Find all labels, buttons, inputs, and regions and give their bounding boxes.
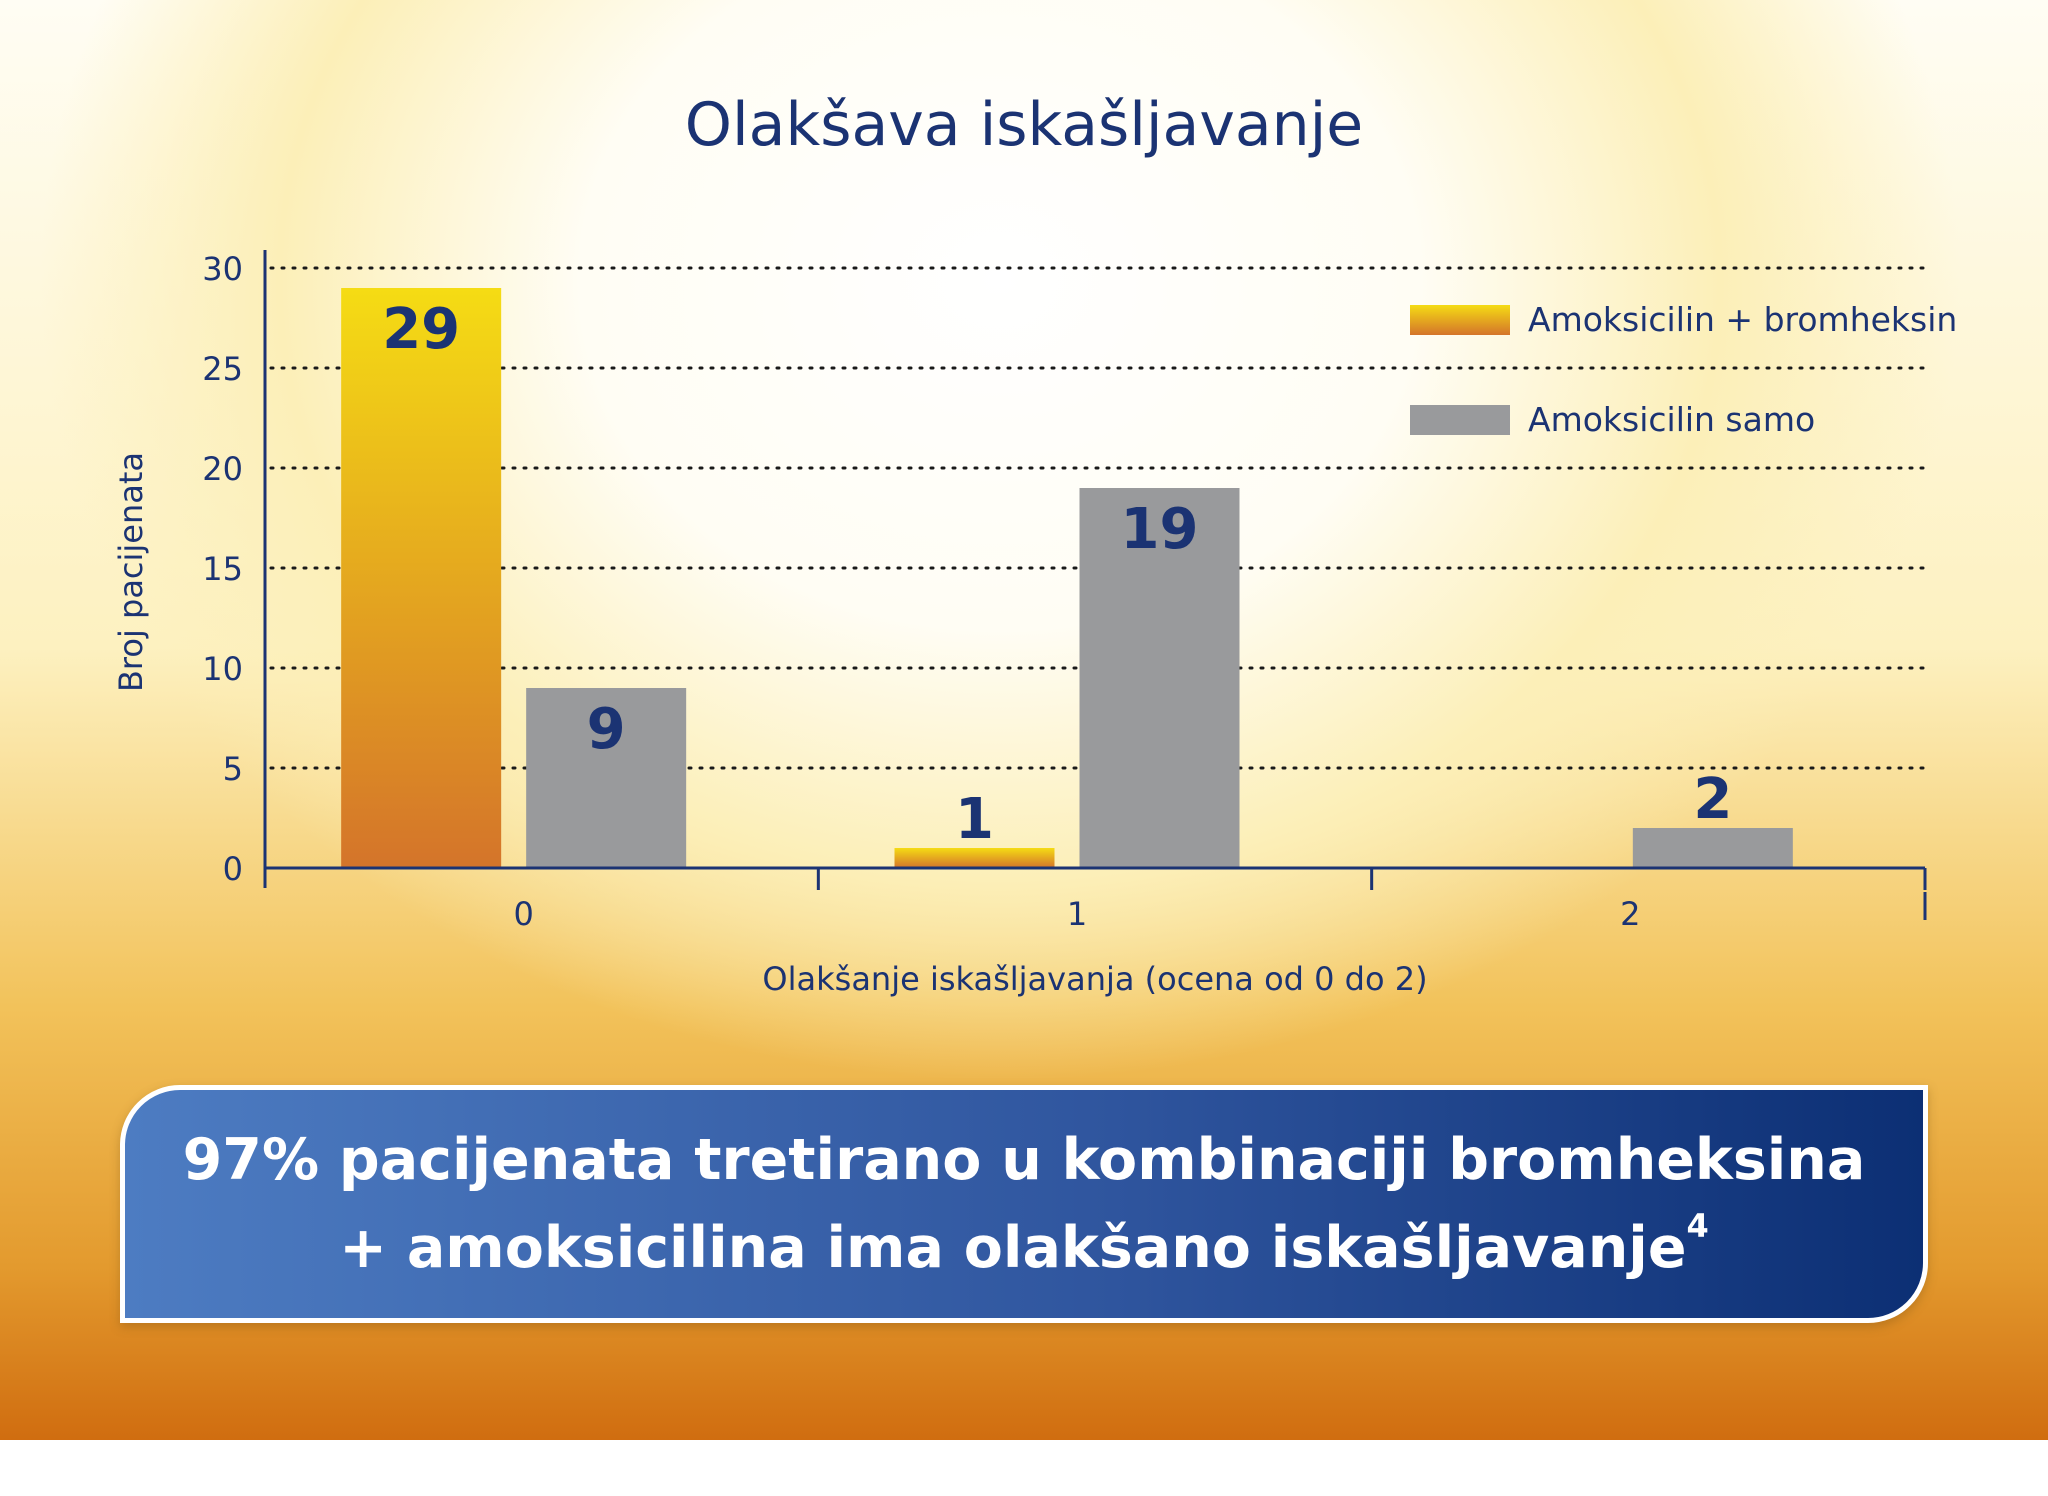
y-axis-label: Broj pacijenata: [112, 452, 150, 692]
y-tick-label-0: 0: [223, 850, 243, 888]
x-tick-label-0: 0: [513, 895, 533, 933]
legend: Amoksicilin + bromheksin Amoksicilin sam…: [1410, 300, 1957, 439]
data-labels: 29 9 1 19 2: [382, 297, 1732, 852]
bar-amoksicilin-bromheksin-0: [341, 288, 502, 868]
data-label-amoksicilin-samo-2: 2: [1693, 767, 1732, 832]
y-tick-label-30: 30: [202, 250, 243, 288]
bars: [341, 288, 1793, 868]
x-axis-label: Olakšanje iskašljavanja (ocena od 0 do 2…: [762, 960, 1427, 998]
summary-banner: 97% pacijenata tretirano u kombinaciji b…: [120, 1085, 1928, 1323]
data-label-amoksicilin-samo-0: 9: [587, 697, 626, 762]
legend-swatch-amoksicilin-samo: [1410, 405, 1510, 435]
data-label-amoksicilin-bromheksin-1: 1: [955, 787, 994, 852]
chart-title: Olakšava iskašljavanje: [685, 90, 1363, 160]
legend-label-amoksicilin-samo: Amoksicilin samo: [1528, 400, 1815, 439]
banner-footnote-ref: 4: [1686, 1207, 1709, 1245]
axes: [263, 250, 1927, 920]
banner-line-2: + amoksicilina ima olakšano iskašljavanj…: [339, 1204, 1709, 1292]
x-tick-label-1: 1: [1067, 895, 1087, 933]
bar-amoksicilin-bromheksin-1: [894, 848, 1055, 868]
data-label-amoksicilin-bromheksin-0: 29: [382, 297, 460, 362]
banner-line-2-text: + amoksicilina ima olakšano iskašljavanj…: [339, 1215, 1687, 1281]
legend-swatch-amoksicilin-bromheksin: [1410, 305, 1510, 335]
bar-amoksicilin-samo-1: [1079, 488, 1240, 868]
y-tick-label-25: 25: [202, 350, 243, 388]
y-tick-label-5: 5: [223, 750, 243, 788]
data-label-amoksicilin-samo-1: 19: [1121, 497, 1199, 562]
x-tick-label-2: 2: [1620, 895, 1640, 933]
bar-amoksicilin-samo-0: [526, 688, 687, 868]
y-tick-label-20: 20: [202, 450, 243, 488]
tick-labels: 0 5 10 15 20 25 30 0 1 2: [202, 250, 1640, 933]
y-tick-label-10: 10: [202, 650, 243, 688]
bar-amoksicilin-samo-2: [1632, 828, 1793, 868]
y-tick-label-15: 15: [202, 550, 243, 588]
banner-line-1: 97% pacijenata tretirano u kombinaciji b…: [182, 1127, 1866, 1193]
legend-label-amoksicilin-bromheksin: Amoksicilin + bromheksin: [1528, 300, 1957, 339]
